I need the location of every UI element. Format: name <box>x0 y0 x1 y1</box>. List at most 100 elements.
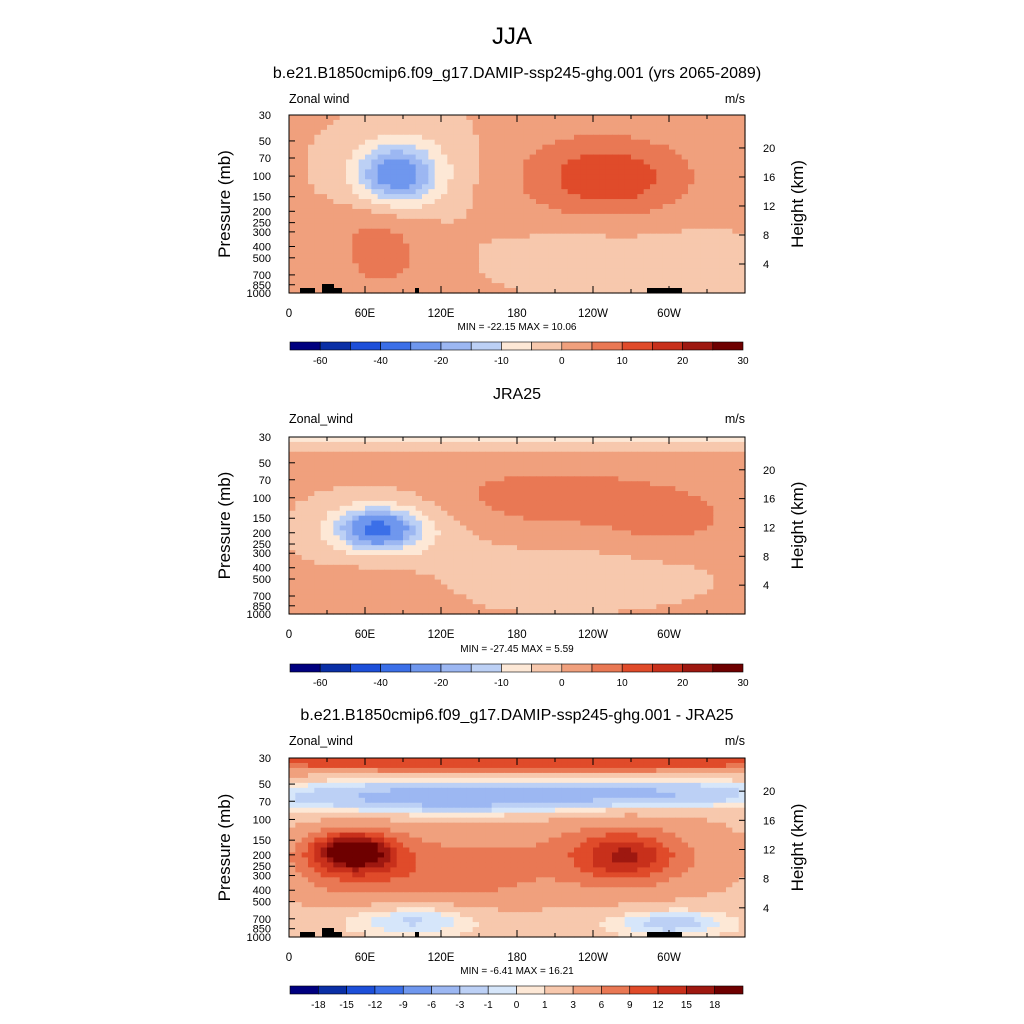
field-cell <box>403 233 410 240</box>
field-cell <box>333 584 341 591</box>
field-cell <box>719 248 727 255</box>
field-cell <box>371 579 379 586</box>
field-cell <box>536 540 543 546</box>
field-cell <box>320 115 328 121</box>
field-cell <box>675 515 683 522</box>
field-cell <box>460 243 467 250</box>
field-cell <box>542 258 550 264</box>
field-cell <box>624 540 632 546</box>
field-cell <box>574 437 581 443</box>
field-cell <box>555 243 562 250</box>
field-cell <box>637 589 645 595</box>
field-cell <box>593 189 600 195</box>
field-cell <box>295 273 303 279</box>
field-cell <box>346 179 353 185</box>
field-cell <box>536 441 543 448</box>
field-cell <box>308 248 315 255</box>
field-cell <box>365 218 372 225</box>
field-cell <box>713 481 721 487</box>
field-cell <box>593 273 600 279</box>
field-cell <box>707 559 714 566</box>
field-cell <box>567 437 575 443</box>
field-cell <box>536 208 543 215</box>
panels: b.e21.B1850cmip6.f09_g17.DAMIP-ssp245-gh… <box>215 65 807 1011</box>
field-cell <box>669 184 676 190</box>
field-cell <box>555 569 562 576</box>
field-cell <box>637 456 645 463</box>
field-cell <box>726 545 733 551</box>
field-cell <box>447 115 455 121</box>
field-cell <box>548 550 556 556</box>
field-cell <box>377 115 385 121</box>
field-cell <box>460 584 467 591</box>
field-cell <box>460 253 467 259</box>
field-cell <box>403 204 410 210</box>
field-cell <box>523 456 531 463</box>
field-cell <box>447 263 455 269</box>
field-cell <box>694 169 702 175</box>
field-cell <box>346 124 353 131</box>
field-cell <box>707 471 714 477</box>
field-cell <box>732 500 740 507</box>
field-cell <box>327 441 334 448</box>
field-cell <box>675 243 683 250</box>
field-cell <box>371 456 379 463</box>
field-cell <box>675 456 683 463</box>
field-cell <box>586 184 594 190</box>
field-cell <box>453 169 461 175</box>
field-cell <box>308 218 315 225</box>
field-cell <box>643 204 651 210</box>
field-cell <box>301 115 309 121</box>
field-cell <box>643 481 651 487</box>
field-cell <box>320 579 328 586</box>
field-cell <box>510 441 518 448</box>
field-cell <box>308 579 315 586</box>
field-cell <box>574 569 581 576</box>
field-cell <box>498 535 505 541</box>
field-cell <box>726 204 733 210</box>
field-cell <box>643 233 651 240</box>
field-cell <box>428 159 436 166</box>
field-cell <box>707 288 714 294</box>
field-cell <box>637 283 645 289</box>
field-cell <box>466 129 474 136</box>
field-cell <box>732 213 740 220</box>
field-cell <box>662 233 670 240</box>
field-cell <box>333 248 341 255</box>
field-cell <box>403 199 410 205</box>
field-cell <box>485 199 493 205</box>
field-cell <box>605 574 613 581</box>
field-cell <box>504 283 512 289</box>
field-cell <box>707 569 714 576</box>
field-cell <box>631 228 638 235</box>
colorbar-bin <box>319 341 351 351</box>
field-cell <box>580 258 588 264</box>
field-cell <box>517 223 524 230</box>
field-cell <box>593 466 600 473</box>
field-cell <box>498 218 505 225</box>
field-cell <box>333 258 341 264</box>
field-cell <box>485 476 493 482</box>
field-cell <box>555 579 562 586</box>
field-cell <box>289 213 296 220</box>
field-cell <box>327 446 334 453</box>
field-cell <box>346 466 353 473</box>
field-cell <box>567 208 575 215</box>
field-cell <box>650 119 657 126</box>
field-cell <box>523 500 531 507</box>
field-cell <box>441 169 448 175</box>
field-cell <box>453 535 461 541</box>
field-cell <box>434 248 442 255</box>
field-cell <box>542 491 550 497</box>
field-cell <box>567 184 575 190</box>
field-cell <box>580 461 588 468</box>
field-cell <box>675 248 683 255</box>
field-cell <box>365 154 372 161</box>
field-cell <box>586 248 594 255</box>
field-cell <box>688 451 695 458</box>
field-cell <box>574 278 581 284</box>
field-cell <box>384 253 391 259</box>
field-cell <box>637 579 645 586</box>
field-cell <box>485 164 493 170</box>
field-cell <box>669 540 676 546</box>
